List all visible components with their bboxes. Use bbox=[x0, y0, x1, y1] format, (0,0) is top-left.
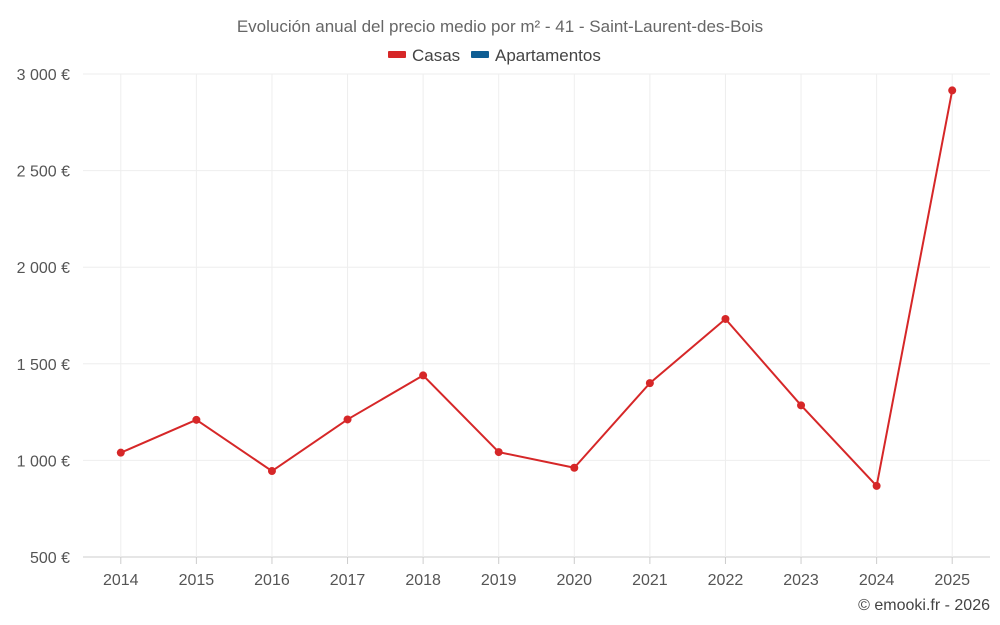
legend-item-casas[interactable]: Casas bbox=[388, 46, 460, 65]
data-point-2024[interactable] bbox=[872, 481, 881, 490]
y-axis: 500 € 1 000 € 1 500 € 2 000 € 2 500 € 3 000 € bbox=[17, 67, 70, 567]
y-tick-label: 1 000 € bbox=[17, 453, 70, 470]
x-tick-label: 2019 bbox=[481, 572, 517, 589]
data-point-2017[interactable] bbox=[343, 415, 352, 424]
data-point-2025[interactable] bbox=[948, 86, 957, 95]
x-tick-label: 2021 bbox=[632, 572, 668, 589]
credit-text[interactable]: © emooki.fr - 2026 bbox=[858, 597, 990, 614]
x-tick-label: 2015 bbox=[179, 572, 215, 589]
x-tick-label: 2018 bbox=[405, 572, 441, 589]
x-tick-label: 2020 bbox=[556, 572, 592, 589]
data-point-2018[interactable] bbox=[419, 371, 428, 380]
y-tick-label: 1 500 € bbox=[17, 357, 70, 374]
x-tick-label: 2016 bbox=[254, 572, 290, 589]
data-point-2023[interactable] bbox=[797, 401, 806, 410]
legend-swatch-apartamentos bbox=[471, 51, 489, 58]
data-point-2021[interactable] bbox=[645, 379, 654, 388]
y-tick-label: 2 500 € bbox=[17, 164, 70, 181]
data-point-2015[interactable] bbox=[192, 415, 201, 424]
series-line-casas bbox=[120, 90, 954, 487]
y-tick-label: 2 000 € bbox=[17, 260, 70, 277]
x-tick-label: 2017 bbox=[330, 572, 366, 589]
legend[interactable]: Casas Apartamentos bbox=[388, 46, 601, 65]
data-point-2019[interactable] bbox=[494, 448, 503, 457]
x-tick-label: 2022 bbox=[708, 572, 744, 589]
legend-label-apartamentos: Apartamentos bbox=[495, 46, 601, 65]
data-point-2022[interactable] bbox=[721, 314, 730, 323]
x-axis: 2014 2015 2016 2017 2018 2019 2020 2021 2022 2023… bbox=[103, 557, 970, 589]
y-tick-label: 500 € bbox=[30, 550, 70, 567]
x-tick-label: 2025 bbox=[934, 572, 970, 589]
x-tick-label: 2023 bbox=[783, 572, 819, 589]
legend-item-apartamentos[interactable]: Apartamentos bbox=[471, 46, 601, 65]
y-tick-label: 3 000 € bbox=[17, 67, 70, 84]
chart-title: Evolución anual del precio medio por m² … bbox=[237, 17, 763, 36]
x-tick-label: 2024 bbox=[859, 572, 895, 589]
grid bbox=[83, 73, 990, 558]
x-tick-label: 2014 bbox=[103, 572, 139, 589]
data-point-2014[interactable] bbox=[116, 448, 125, 457]
legend-label-casas: Casas bbox=[412, 46, 460, 65]
data-point-2020[interactable] bbox=[570, 463, 579, 472]
plot-area bbox=[116, 86, 957, 490]
legend-swatch-casas bbox=[388, 51, 406, 58]
data-point-2016[interactable] bbox=[267, 467, 276, 476]
